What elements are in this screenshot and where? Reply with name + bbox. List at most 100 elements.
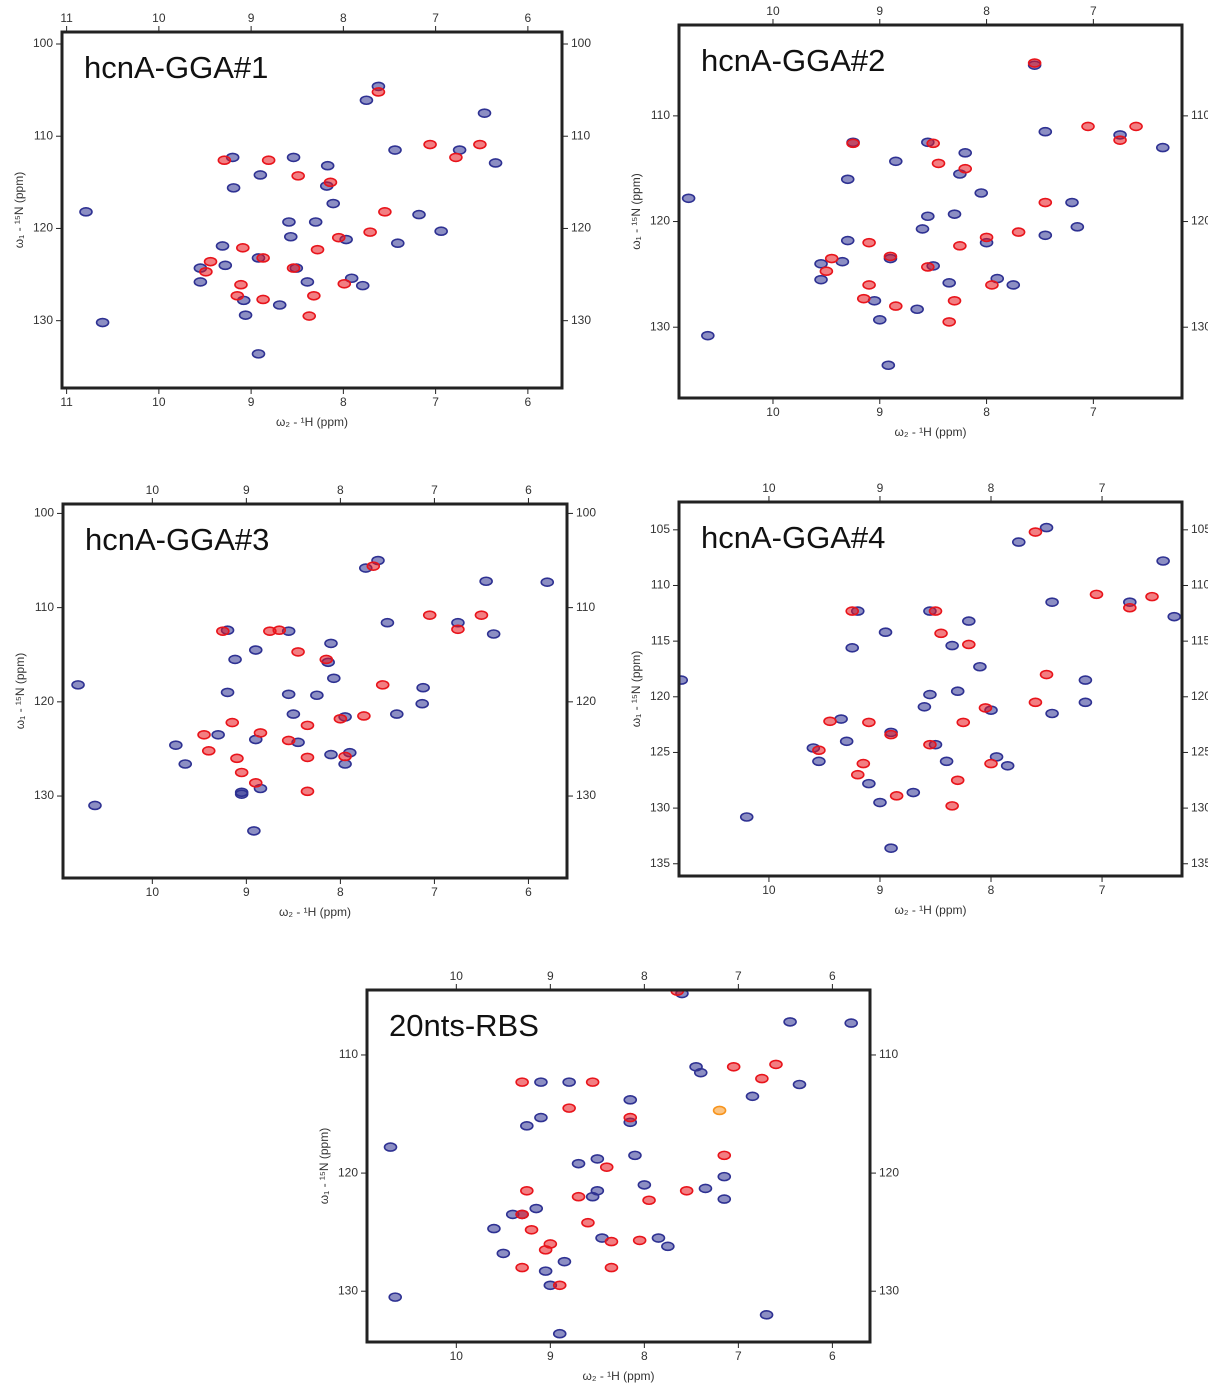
spectrum-panel: hcnA-GGA#3 10 10 9 9 8 8 7 7 6 6 100 100 110 110 120 120…	[13, 483, 596, 919]
peak	[197, 730, 211, 740]
peak	[193, 277, 208, 287]
y-tick-label: 105	[1191, 522, 1208, 536]
peak	[755, 1073, 769, 1084]
x-tick-label: 7	[431, 483, 438, 497]
peak	[473, 139, 487, 150]
peak	[281, 735, 296, 746]
peak	[486, 629, 501, 639]
peak	[488, 158, 503, 168]
peak	[693, 1067, 708, 1078]
y-tick-label: 130	[571, 313, 591, 327]
y-tick-label: 120	[879, 1165, 899, 1179]
peak	[529, 1203, 544, 1214]
peak	[248, 778, 263, 788]
peak	[1129, 121, 1143, 132]
peak	[642, 1195, 656, 1206]
peak	[717, 1171, 732, 1182]
peak	[928, 606, 943, 616]
peak	[412, 209, 426, 220]
peak	[451, 624, 465, 635]
peak	[383, 1142, 398, 1152]
peak	[878, 627, 893, 638]
peak	[323, 177, 338, 188]
peak	[228, 654, 242, 665]
peak	[253, 728, 268, 738]
peak	[302, 311, 317, 321]
peak	[739, 812, 754, 822]
peak	[363, 227, 377, 237]
y-tick-label: 110	[1191, 578, 1208, 592]
peak	[366, 561, 381, 571]
peak	[256, 253, 270, 263]
peak	[319, 654, 334, 665]
peak	[884, 843, 898, 853]
peak	[552, 1328, 567, 1339]
peak	[1027, 58, 1042, 68]
peak	[1039, 669, 1054, 680]
peak	[679, 1186, 694, 1196]
plot-area	[71, 555, 555, 836]
peak	[422, 610, 437, 620]
peak	[220, 687, 235, 698]
peak	[917, 702, 932, 712]
x-tick-label: 10	[450, 969, 464, 983]
peak	[1089, 589, 1104, 600]
peak	[477, 108, 492, 118]
peak	[840, 235, 855, 246]
peak	[915, 224, 930, 234]
peak	[571, 1158, 586, 1169]
x-tick-label: 10	[766, 405, 780, 419]
y-axis-label: ω₁ - ¹⁵N (ppm)	[629, 173, 643, 249]
x-tick-label: 9	[547, 969, 554, 983]
x-tick-label: 9	[243, 885, 250, 899]
peak	[211, 730, 225, 740]
peak	[88, 800, 102, 811]
x-tick-label: 9	[248, 11, 255, 25]
peak	[1028, 527, 1043, 537]
peak	[378, 207, 392, 217]
peak	[819, 266, 834, 277]
peak	[416, 682, 430, 693]
x-tick-label: 9	[547, 1349, 554, 1363]
x-tick-label: 9	[877, 883, 884, 897]
peak	[520, 1121, 534, 1131]
peak	[581, 1217, 595, 1228]
y-tick-label: 135	[1191, 856, 1208, 870]
peak	[218, 260, 233, 271]
peak	[215, 241, 230, 251]
y-tick-label: 125	[650, 745, 670, 759]
peak	[282, 217, 296, 227]
x-tick-label: 6	[525, 395, 532, 409]
y-tick-label: 100	[576, 506, 596, 520]
peak	[599, 1162, 614, 1172]
x-tick-label: 7	[1090, 4, 1097, 18]
peak	[953, 241, 967, 251]
x-tick-label: 7	[431, 885, 438, 899]
peak	[338, 751, 352, 762]
peak	[1038, 230, 1053, 241]
peak	[701, 330, 715, 341]
peak	[745, 1091, 760, 1102]
peak	[324, 749, 338, 760]
peak	[604, 1236, 619, 1247]
peak	[286, 263, 301, 273]
peak	[884, 729, 898, 740]
x-axis-label: ω₂ - ¹H (ppm)	[582, 1369, 654, 1383]
peak	[934, 628, 948, 639]
x-tick-label: 8	[983, 4, 990, 18]
peak	[390, 238, 405, 249]
y-tick-label: 120	[33, 221, 53, 235]
peak	[371, 87, 386, 97]
x-tick-label: 6	[525, 483, 532, 497]
peak	[357, 711, 371, 721]
x-tick-label: 10	[146, 483, 160, 497]
panel-title: 20nts-RBS	[389, 1008, 539, 1043]
y-tick-label: 110	[571, 128, 590, 142]
peak	[300, 720, 315, 731]
peak	[234, 279, 248, 290]
plot-area	[681, 58, 1170, 371]
y-axis-label: ω₁ - ¹⁵N (ppm)	[317, 1128, 331, 1204]
plot-area	[679, 522, 1182, 853]
